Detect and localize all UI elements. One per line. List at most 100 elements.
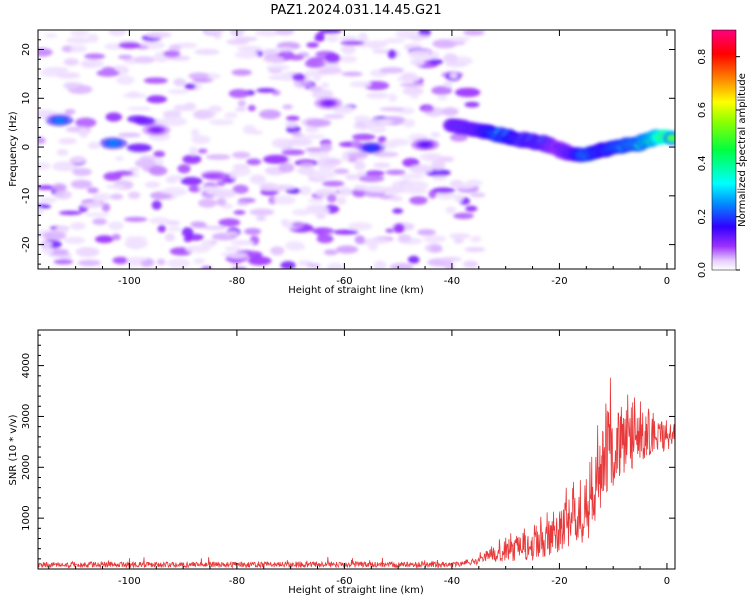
heatmap-noise-blob <box>38 48 53 57</box>
heatmap-noise-blob <box>349 81 372 88</box>
heatmap-noise-blob <box>427 58 444 65</box>
heatmap-noise-blob <box>292 73 306 82</box>
snr-x-label: Height of straight line (km) <box>288 585 424 596</box>
heatmap-noise-blob <box>462 260 479 268</box>
heatmap-noise-blob <box>181 227 194 238</box>
heatmap-noise-blob <box>124 238 149 249</box>
y-tick-label: 10 <box>21 92 32 105</box>
heatmap-noise-blob <box>38 203 52 209</box>
heatmap-noise-blob <box>70 179 93 189</box>
heatmap-noise-blob <box>158 118 169 125</box>
heatmap-noise-blob <box>232 151 251 159</box>
heatmap-noise-blob <box>38 207 44 216</box>
heatmap-noise-blob <box>429 244 443 253</box>
x-tick-label: -20 <box>551 576 567 587</box>
x-tick-label: -20 <box>551 276 567 287</box>
heatmap-noise-blob <box>431 160 446 171</box>
heatmap-noise-blob <box>299 162 314 168</box>
heatmap-noise-blob <box>191 128 200 137</box>
heatmap-noise-blob <box>166 258 191 268</box>
heatmap-noise-blob <box>175 42 198 49</box>
heatmap-noise-blob <box>118 42 142 49</box>
heatmap-noise-blob <box>126 143 152 153</box>
heatmap-noise-blob <box>401 72 418 81</box>
heatmap-noise-blob <box>230 240 255 246</box>
heatmap-noise-blob <box>455 87 481 98</box>
heatmap-noise-blob <box>75 247 100 257</box>
heatmap-hotspot <box>54 117 65 123</box>
heatmap-noise-blob <box>262 48 278 56</box>
heatmap-noise-blob <box>227 252 248 259</box>
heatmap-noise-blob <box>108 30 127 36</box>
heatmap-noise-blob <box>52 161 75 171</box>
heatmap-noise-blob <box>393 223 405 234</box>
heatmap-noise-blob <box>259 109 281 120</box>
heatmap-noise-blob <box>41 246 54 254</box>
heatmap-noise-blob <box>112 256 129 265</box>
heatmap-noise-blob <box>432 175 447 181</box>
heatmap-noise-blob <box>167 226 182 232</box>
heatmap-noise-blob <box>438 156 455 163</box>
heatmap-noise-blob <box>110 193 124 200</box>
heatmap-noise-blob <box>70 222 86 230</box>
heatmap-noise-blob <box>315 213 326 219</box>
heatmap-noise-blob <box>423 235 447 243</box>
heatmap-noise-blob <box>146 31 172 39</box>
heatmap-noise-blob <box>237 99 246 107</box>
heatmap-noise-blob <box>339 186 352 197</box>
heatmap-noise-blob <box>52 183 67 192</box>
snr-panel: -100 -80 -60 -40 -20 0 1000 2000 3000 4000 SNR (1… <box>8 329 676 596</box>
heatmap-noise-blob <box>108 221 124 231</box>
heatmap-hotspot <box>366 145 377 151</box>
heatmap-noise-blob <box>40 68 61 77</box>
heatmap-noise-blob <box>406 34 431 40</box>
y-tick-label: 20 <box>21 43 32 56</box>
heatmap-noise-blob <box>211 189 237 199</box>
heatmap-noise-blob <box>134 56 155 64</box>
heatmap-noise-blob <box>255 215 267 221</box>
spectrogram-frame <box>37 29 676 270</box>
heatmap-noise-blob <box>443 53 458 64</box>
heatmap-noise-blob <box>39 241 53 247</box>
heatmap-noise-blob <box>436 191 455 200</box>
heatmap-noise-blob <box>209 119 235 126</box>
heatmap-noise-blob <box>173 104 190 112</box>
heatmap-noise-blob <box>288 54 305 61</box>
heatmap-noise-blob <box>205 154 231 160</box>
heatmap-noise-blob <box>332 105 355 114</box>
heatmap-noise-blob <box>75 117 97 128</box>
heatmap-noise-blob <box>378 119 394 124</box>
heatmap-noise-blob <box>87 141 101 150</box>
heatmap-noise-blob <box>203 225 227 231</box>
heatmap-noise-blob <box>339 55 358 63</box>
heatmap-noise-blob <box>307 206 330 215</box>
heatmap-noise-blob <box>463 30 485 36</box>
colorbar-tick-label: 0.2 <box>697 209 708 225</box>
heatmap-noise-blob <box>354 235 365 245</box>
heatmap-noise-blob <box>127 258 142 267</box>
heatmap-noise-blob <box>470 192 486 198</box>
heatmap-noise-blob <box>193 109 212 120</box>
heatmap-noise-blob <box>280 218 289 226</box>
heatmap-noise-blob <box>184 83 196 90</box>
heatmap-noise-blob <box>365 170 385 177</box>
heatmap-noise-blob <box>226 38 249 46</box>
heatmap-noise-blob <box>224 231 239 236</box>
heatmap-noise-blob <box>58 137 77 145</box>
heatmap-noise-blob <box>232 184 249 194</box>
heatmap-noise-blob <box>332 229 359 235</box>
heatmap-noise-blob <box>407 255 420 264</box>
heatmap-noise-blob <box>387 49 397 59</box>
y-tick-label: -20 <box>21 236 32 252</box>
heatmap-noise-blob <box>449 233 471 240</box>
heatmap-noise-blob <box>441 107 459 116</box>
heatmap-noise-blob <box>286 115 300 121</box>
heatmap-hotspot <box>323 100 334 106</box>
spectrogram-y-label: Frequency (Hz) <box>8 111 19 187</box>
heatmap-noise-blob <box>207 105 223 113</box>
colorbar-ticks: 0.0 0.2 0.4 0.6 0.8 <box>697 49 740 278</box>
heatmap-noise-blob <box>188 185 202 193</box>
heatmap-noise-blob <box>134 158 156 168</box>
heatmap-noise-blob <box>273 195 296 205</box>
